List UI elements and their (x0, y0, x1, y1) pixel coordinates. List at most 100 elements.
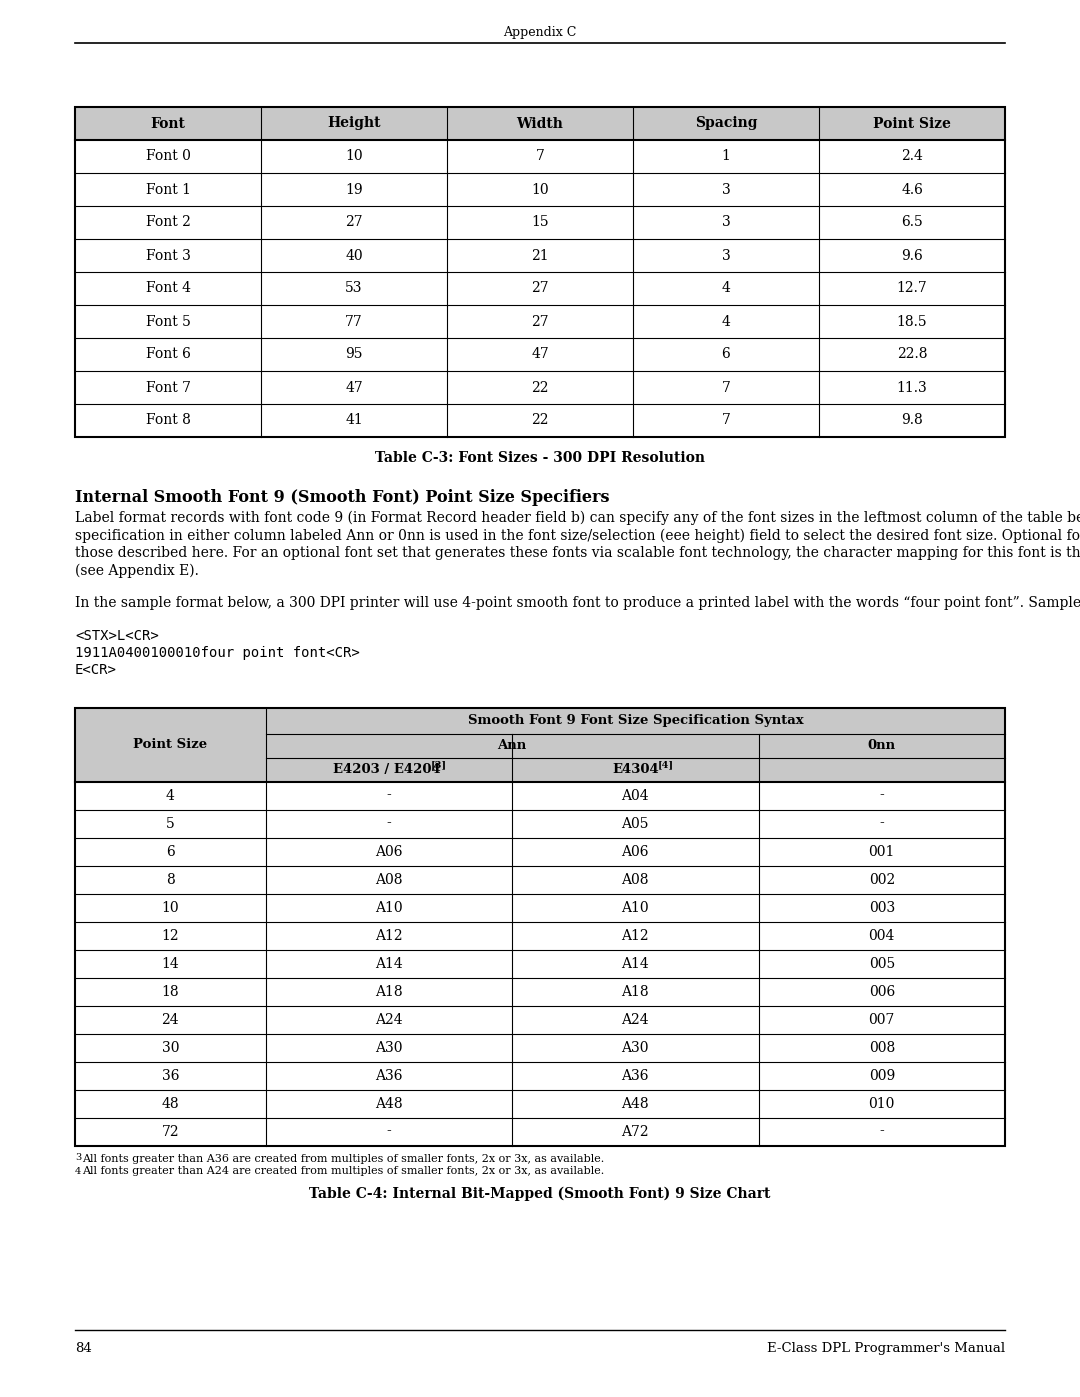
Text: <STX>L<CR>: <STX>L<CR> (75, 629, 159, 643)
Text: E<CR>: E<CR> (75, 662, 117, 676)
Text: those described here. For an optional font set that generates these fonts via sc: those described here. For an optional fo… (75, 546, 1080, 560)
Text: A08: A08 (622, 873, 649, 887)
Text: -: - (387, 1125, 391, 1139)
Text: E4304: E4304 (612, 763, 659, 775)
Text: 72: 72 (162, 1125, 179, 1139)
Text: 18.5: 18.5 (896, 314, 928, 328)
Text: E-Class DPL Programmer's Manual: E-Class DPL Programmer's Manual (767, 1343, 1005, 1355)
Text: 4.6: 4.6 (901, 183, 923, 197)
Text: 10: 10 (531, 183, 549, 197)
Text: 41: 41 (346, 414, 363, 427)
Text: 7: 7 (721, 380, 730, 394)
Text: A18: A18 (375, 985, 403, 999)
Text: [4]: [4] (658, 760, 674, 768)
Text: 1: 1 (721, 149, 730, 163)
Text: 3: 3 (721, 249, 730, 263)
Text: 010: 010 (868, 1097, 895, 1111)
Text: 12: 12 (162, 929, 179, 943)
Text: Appendix C: Appendix C (503, 27, 577, 39)
Text: A48: A48 (621, 1097, 649, 1111)
Bar (75, 707, 1005, 781)
Text: 006: 006 (868, 985, 895, 999)
Text: A48: A48 (375, 1097, 403, 1111)
Text: 22.8: 22.8 (896, 348, 928, 362)
Text: 004: 004 (868, 929, 895, 943)
Text: 4: 4 (166, 788, 175, 802)
Text: 6: 6 (166, 845, 175, 859)
Text: Font 7: Font 7 (146, 380, 190, 394)
Text: 27: 27 (346, 215, 363, 229)
Text: specification in either column labeled Ann or 0nn is used in the font size/selec: specification in either column labeled A… (75, 528, 1080, 543)
Text: A72: A72 (621, 1125, 649, 1139)
Text: 7: 7 (536, 149, 544, 163)
Text: Height: Height (327, 116, 381, 130)
Text: 009: 009 (868, 1069, 895, 1083)
Text: 14: 14 (161, 957, 179, 971)
Text: 8: 8 (166, 873, 175, 887)
Text: -: - (387, 816, 391, 830)
Text: 24: 24 (162, 1013, 179, 1027)
Text: Ann: Ann (498, 739, 527, 752)
Text: 22: 22 (531, 414, 549, 427)
Text: All fonts greater than A24 are created from multiples of smaller fonts, 2x or 3x: All fonts greater than A24 are created f… (82, 1166, 604, 1176)
Text: 003: 003 (868, 901, 895, 915)
Text: A36: A36 (375, 1069, 403, 1083)
Text: A10: A10 (621, 901, 649, 915)
Text: 4: 4 (721, 314, 730, 328)
Text: 48: 48 (162, 1097, 179, 1111)
Text: Point Size: Point Size (873, 116, 950, 130)
Text: Smooth Font 9 Font Size Specification Syntax: Smooth Font 9 Font Size Specification Sy… (468, 714, 804, 726)
Text: All fonts greater than A36 are created from multiples of smaller fonts, 2x or 3x: All fonts greater than A36 are created f… (82, 1154, 604, 1164)
Text: 22: 22 (531, 380, 549, 394)
Text: 27: 27 (531, 282, 549, 296)
Text: Table C-3: Font Sizes - 300 DPI Resolution: Table C-3: Font Sizes - 300 DPI Resoluti… (375, 451, 705, 465)
Bar (75, 108, 1005, 437)
Text: 2.4: 2.4 (901, 149, 923, 163)
Text: A30: A30 (375, 1041, 403, 1055)
Text: A24: A24 (621, 1013, 649, 1027)
Text: 002: 002 (868, 873, 895, 887)
Text: 008: 008 (868, 1041, 895, 1055)
Bar (75, 108, 1005, 140)
Text: Font 3: Font 3 (146, 249, 190, 263)
Text: 21: 21 (531, 249, 549, 263)
Text: 18: 18 (162, 985, 179, 999)
Text: 77: 77 (346, 314, 363, 328)
Text: A06: A06 (622, 845, 649, 859)
Text: 47: 47 (346, 380, 363, 394)
Text: Spacing: Spacing (694, 116, 757, 130)
Text: A12: A12 (375, 929, 403, 943)
Text: A14: A14 (375, 957, 403, 971)
Text: [3]: [3] (431, 760, 447, 768)
Text: A36: A36 (622, 1069, 649, 1083)
Text: 12.7: 12.7 (896, 282, 928, 296)
Text: 30: 30 (162, 1041, 179, 1055)
Text: Label format records with font code 9 (in Format Record header field b) can spec: Label format records with font code 9 (i… (75, 511, 1080, 525)
Text: -: - (387, 788, 391, 802)
Text: 47: 47 (531, 348, 549, 362)
Text: 0nn: 0nn (867, 739, 895, 752)
Text: (see Appendix E).: (see Appendix E). (75, 563, 199, 578)
Text: E4203 / E4204: E4203 / E4204 (333, 763, 445, 775)
Text: Internal Smooth Font 9 (Smooth Font) Point Size Specifiers: Internal Smooth Font 9 (Smooth Font) Poi… (75, 489, 609, 506)
Text: Font 4: Font 4 (146, 282, 190, 296)
Text: 10: 10 (162, 901, 179, 915)
Text: 005: 005 (868, 957, 895, 971)
Text: A14: A14 (621, 957, 649, 971)
Text: 27: 27 (531, 314, 549, 328)
Text: Font 1: Font 1 (146, 183, 190, 197)
Text: Font 0: Font 0 (146, 149, 190, 163)
Text: 5: 5 (166, 816, 175, 830)
Text: A24: A24 (375, 1013, 403, 1027)
Text: A30: A30 (622, 1041, 649, 1055)
Text: 6: 6 (721, 348, 730, 362)
Text: A04: A04 (621, 788, 649, 802)
Text: A12: A12 (621, 929, 649, 943)
Text: A06: A06 (375, 845, 403, 859)
Text: Font 6: Font 6 (146, 348, 190, 362)
Bar (75, 707, 1005, 1146)
Text: Font: Font (150, 116, 186, 130)
Text: 3: 3 (75, 1154, 81, 1162)
Text: -: - (879, 788, 885, 802)
Text: Font 5: Font 5 (146, 314, 190, 328)
